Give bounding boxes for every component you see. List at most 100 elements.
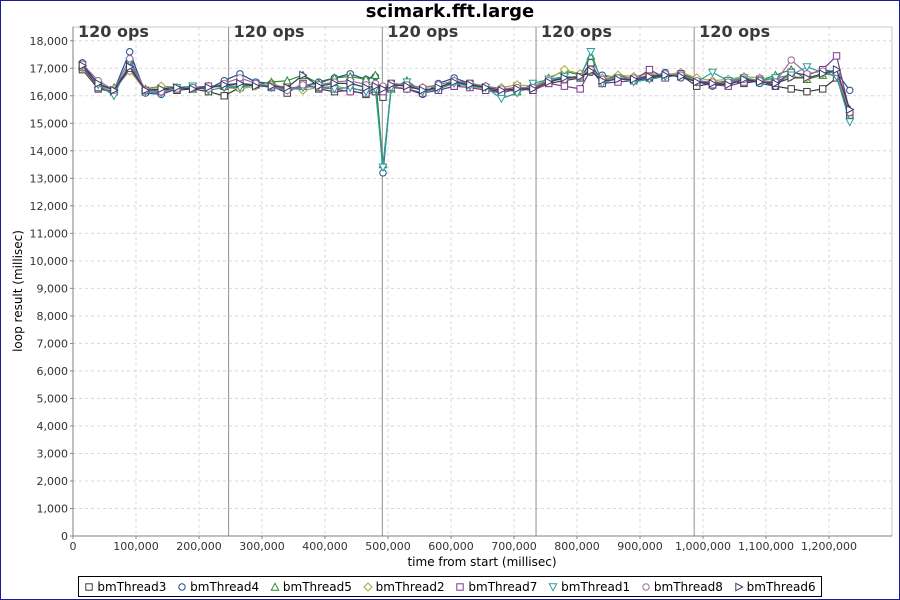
y-tick-label: 15,000: [30, 117, 69, 130]
legend-marker: [548, 582, 558, 592]
data-point: [126, 54, 134, 63]
data-point: [645, 71, 655, 82]
legend-marker-icon: [178, 582, 186, 591]
data-point: [560, 73, 570, 83]
legend-item: bmThread8: [641, 580, 723, 594]
legend-label: bmThread3: [97, 579, 167, 594]
y-tick-label: 12,000: [30, 200, 69, 213]
data-point: [756, 77, 765, 87]
data-point: [819, 69, 828, 79]
legend-label: bmThread4: [190, 579, 260, 594]
phase-label: 120 ops: [78, 22, 149, 41]
legend-label: bmThread8: [653, 579, 723, 594]
data-point: [846, 86, 854, 94]
data-point: [614, 74, 623, 84]
data-point: [693, 77, 702, 87]
data-point: [267, 81, 277, 91]
legend-label: bmThread6: [746, 579, 816, 594]
data-point: [378, 163, 388, 173]
y-axis-label: loop result (millisec): [11, 230, 25, 352]
data-point: [707, 68, 717, 78]
series-bmThread6: [78, 60, 855, 115]
data-point: [846, 105, 855, 115]
data-point: [787, 85, 795, 93]
data-point: [403, 81, 412, 91]
data-point: [586, 48, 596, 57]
data-point: [630, 74, 639, 84]
data-point: [819, 85, 827, 93]
data-point: [845, 118, 855, 127]
data-point: [387, 80, 396, 90]
data-point: [94, 78, 103, 88]
data-point: [157, 84, 166, 94]
legend-item: bmThread2: [362, 580, 445, 594]
data-point: [770, 74, 780, 83]
x-tick-label: 600,000: [428, 540, 474, 553]
y-tick-label: 14,000: [30, 145, 69, 158]
data-point: [497, 85, 507, 95]
legend-label: bmThread7: [468, 579, 538, 594]
y-tick-label: 11,000: [30, 227, 69, 240]
y-tick-label: 8,000: [37, 310, 69, 323]
data-point: [299, 81, 307, 89]
data-point: [220, 92, 228, 100]
data-point: [466, 80, 475, 90]
data-point: [370, 70, 380, 79]
data-point: [787, 56, 795, 64]
x-tick-label: 700,000: [491, 540, 537, 553]
phase-label: 120 ops: [541, 22, 612, 41]
data-point: [346, 78, 355, 88]
series-line: [82, 50, 851, 173]
series-layer: [77, 48, 855, 177]
data-point: [787, 73, 796, 83]
x-tick-label: 900,000: [617, 540, 663, 553]
legend-marker-icon: [456, 582, 465, 591]
y-tick-label: 0: [61, 530, 68, 543]
data-point: [576, 85, 584, 93]
legend-item: bmThread6: [734, 580, 816, 594]
y-tick-label: 7,000: [37, 337, 69, 350]
series-line: [82, 65, 851, 110]
data-point: [434, 82, 444, 93]
x-tick-label: 300,000: [239, 540, 285, 553]
legend-marker-icon: [362, 581, 373, 592]
y-tick-label: 17,000: [30, 62, 69, 75]
legend-marker: [642, 582, 650, 591]
x-tick-label: 1,100,000: [738, 540, 794, 553]
data-point: [560, 82, 569, 90]
data-point: [78, 60, 88, 71]
y-tick-label: 5,000: [37, 392, 69, 405]
plot-background: [72, 26, 893, 537]
legend-marker: [362, 581, 373, 592]
data-point: [450, 77, 459, 87]
data-point: [418, 85, 428, 95]
y-tick-label: 16,000: [30, 90, 69, 103]
x-tick-label: 1,200,000: [801, 540, 857, 553]
legend-marker-icon: [734, 581, 744, 592]
data-point: [740, 74, 749, 84]
data-point: [677, 71, 686, 82]
data-point: [126, 48, 134, 56]
y-tick-label: 10,000: [30, 255, 69, 268]
gridlines: [72, 26, 893, 537]
legend-marker: [456, 582, 465, 591]
legend-label: bmThread1: [561, 579, 631, 594]
axes: 0 1,000 2,000 3,000 4,000 5,000 6,000 7,000 8,00…: [30, 27, 892, 553]
legend-item: bmThread3: [84, 580, 166, 594]
legend-marker-icon: [85, 582, 94, 591]
data-point: [529, 84, 538, 94]
y-tick-label: 2,000: [37, 475, 69, 488]
data-point: [661, 70, 670, 80]
data-point: [173, 82, 182, 93]
data-point: [141, 85, 151, 95]
data-point: [724, 80, 733, 90]
data-point: [803, 87, 811, 96]
data-point: [481, 82, 491, 93]
data-point: [204, 82, 214, 93]
data-point: [371, 81, 381, 91]
data-point: [126, 62, 135, 72]
data-point: [598, 76, 607, 86]
data-point: [802, 63, 812, 72]
x-tick-label: 1,000,000: [675, 540, 731, 553]
data-point: [832, 65, 842, 75]
